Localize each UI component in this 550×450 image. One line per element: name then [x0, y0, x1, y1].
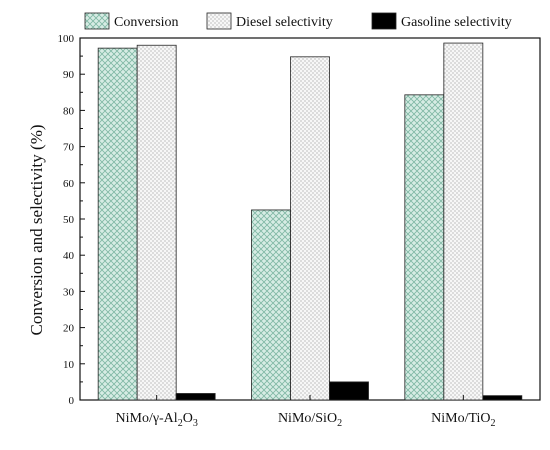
bar-gasoline-selectivity [482, 395, 523, 401]
y-tick-label: 50 [63, 214, 75, 226]
chart-legend: Conversion Diesel selectivity Gasoline sel… [84, 12, 512, 30]
y-tick-label: 70 [63, 142, 75, 154]
y-tick-label: 80 [63, 105, 75, 117]
x-axis: NiMo/γ-Al2O3 NiMo/SiO2 NiMo/TiO2 [116, 395, 496, 429]
y-tick-label: 60 [63, 178, 75, 190]
x-tick-label: NiMo/TiO2 [431, 411, 495, 429]
y-axis: 0 10 20 30 40 50 60 70 80 90 100 [58, 33, 85, 407]
legend-label: Gasoline selectivity [401, 15, 512, 30]
bar-conversion [97, 47, 138, 401]
bar-diesel-selectivity [136, 44, 177, 401]
y-tick-label: 30 [63, 286, 75, 298]
bar-diesel-selectivity [443, 42, 484, 401]
bar-gasoline-selectivity [175, 393, 216, 401]
bar-conversion [251, 209, 291, 401]
x-tick-label: NiMo/SiO2 [278, 411, 342, 429]
bar-gasoline-selectivity [329, 381, 369, 401]
x-tick-label: NiMo/γ-Al2O3 [116, 411, 198, 429]
y-axis-title: Conversion and selectivity (%) [27, 124, 46, 335]
bars-group [97, 42, 523, 401]
y-tick-label: 10 [63, 359, 75, 371]
y-tick-label: 0 [69, 395, 75, 407]
y-tick-label: 20 [63, 323, 75, 335]
y-tick-label: 90 [63, 69, 75, 81]
y-tick-label: 100 [58, 33, 75, 45]
bar-diesel-selectivity [290, 56, 330, 401]
bar-conversion [404, 94, 445, 401]
legend-swatch [371, 12, 397, 30]
legend-swatch [206, 12, 232, 30]
y-tick-label: 40 [63, 250, 75, 262]
legend-label: Diesel selectivity [236, 15, 333, 30]
legend-label: Conversion [114, 15, 179, 30]
legend-swatch [84, 12, 110, 30]
